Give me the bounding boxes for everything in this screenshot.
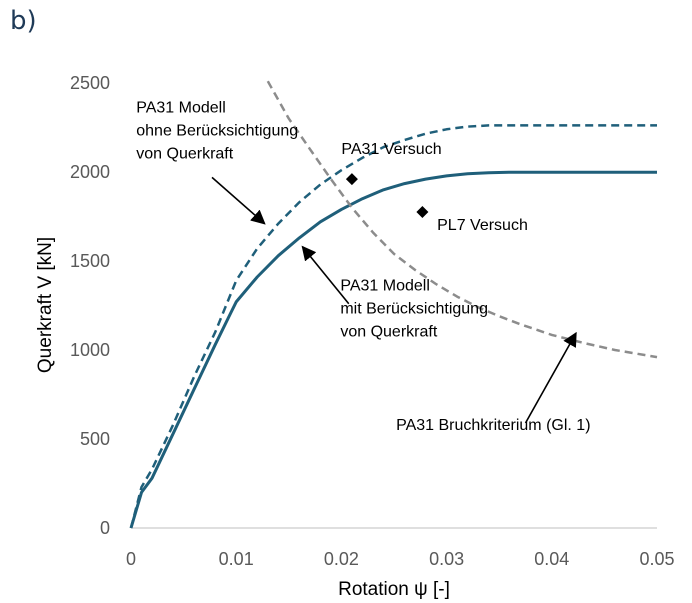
y-tick-label: 1500 <box>70 251 110 271</box>
y-tick-label: 1000 <box>70 340 110 360</box>
x-axis-title: Rotation ψ [-] <box>338 579 450 600</box>
panel-label: b) <box>10 6 37 36</box>
y-tick-label: 2500 <box>70 73 110 93</box>
label-pa31-test: PA31 Versuch <box>341 141 441 158</box>
pl7-test-point <box>416 206 429 219</box>
label-dashed-model-arrow <box>211 176 266 225</box>
x-tick-label: 0 <box>126 549 136 569</box>
x-tick-label: 0.03 <box>429 549 464 569</box>
series-failure-criterion <box>266 80 658 359</box>
pa31-test-point <box>345 173 358 186</box>
x-tick-label: 0.04 <box>534 549 569 569</box>
label-failure-criterion-arrow <box>524 331 577 424</box>
label-failure-criterion: PA31 Bruchkriterium (Gl. 1) <box>396 417 590 434</box>
label-pl7-test: PL7 Versuch <box>437 217 528 234</box>
axes: 0 0.01 0.02 0.03 0.04 0.05 0 500 1000 1500 2000 250… <box>70 73 675 569</box>
annotation-layer: PA31 Modell ohne Berücksichtigung von Quer… <box>136 99 590 434</box>
series-solid-model <box>129 170 657 529</box>
marker-layer <box>345 173 429 219</box>
y-tick-label: 0 <box>100 518 110 538</box>
label-solid-model-arrow <box>301 245 350 305</box>
x-tick-label: 0.02 <box>324 549 359 569</box>
series-dashed-model <box>129 124 657 529</box>
label-dashed-model: PA31 Modell ohne Berücksichtigung von Quer… <box>136 99 298 162</box>
x-tick-label: 0.05 <box>639 549 674 569</box>
y-tick-label: 2000 <box>70 162 110 182</box>
x-tick-label: 0.01 <box>219 549 254 569</box>
label-solid-model: PA31 Modell mit Berücksichtigung von Querk… <box>340 277 488 340</box>
y-tick-label: 500 <box>80 429 110 449</box>
y-axis-title: Querkraft V [kN] <box>35 237 56 373</box>
series-layer <box>129 80 658 529</box>
